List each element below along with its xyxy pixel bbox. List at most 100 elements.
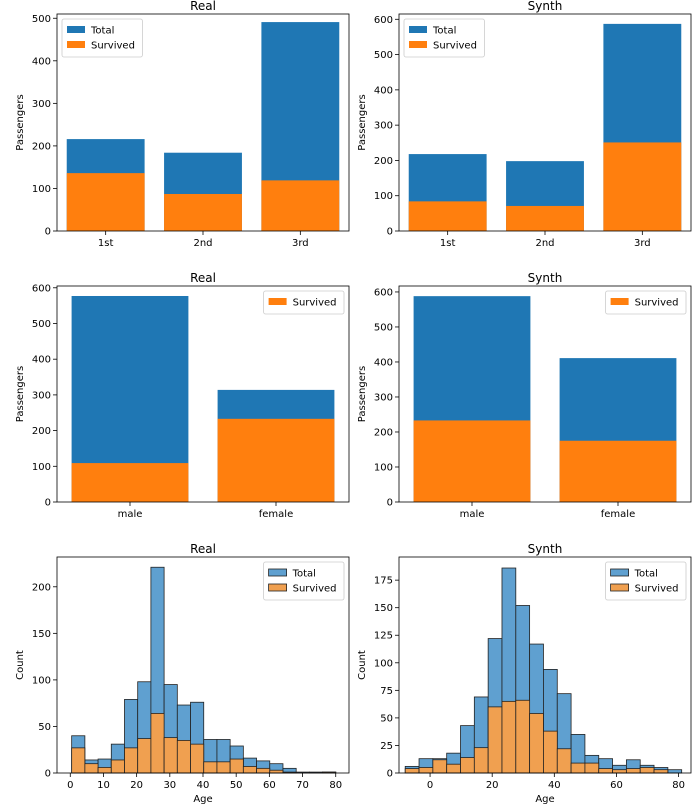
chart-title: Synth: [528, 0, 563, 13]
x-tick-label: female: [601, 509, 635, 520]
x-tick-label: 50: [230, 780, 243, 791]
hist-bin-survived: [404, 768, 420, 774]
hist-bin-survived: [110, 759, 125, 774]
y-tick-label: 150: [374, 603, 393, 614]
y-tick-label: 500: [374, 50, 393, 61]
hist-bin-total: [667, 769, 683, 774]
hist-bin-survived: [556, 748, 572, 774]
x-tick-label: 60: [263, 780, 276, 791]
y-tick-label: 300: [32, 99, 51, 110]
y-tick-label: 125: [374, 631, 393, 642]
legend-swatch-survived: [610, 298, 629, 305]
y-axis-label: Passengers: [357, 94, 368, 150]
x-tick-label: 2nd: [193, 238, 212, 249]
x-tick-label: 80: [329, 780, 342, 791]
y-tick-label: 300: [374, 392, 393, 403]
legend: Total Survived: [61, 18, 143, 58]
legend-label-survived: Survived: [293, 298, 337, 309]
legend: Survived: [605, 290, 687, 315]
hist-bin-survived: [639, 767, 655, 774]
hist-bin-survived: [515, 699, 531, 774]
x-tick-label: 3rd: [634, 238, 651, 249]
y-tick-label: 500: [32, 14, 51, 25]
y-tick-label: 175: [374, 576, 393, 587]
x-tick-label: 10: [97, 780, 110, 791]
bar-survived-3rd: [603, 142, 682, 231]
hist-bin-survived: [529, 713, 544, 774]
hist-bin-survived: [570, 762, 586, 774]
axes-frame: [398, 285, 692, 503]
y-tick-label: 200: [374, 156, 393, 167]
bar-survived-1st: [408, 201, 487, 231]
legend-swatch-survived: [268, 583, 288, 592]
bar-chart-4: 0 100 200 300 400 500 600 male female Synth Passen…: [357, 271, 692, 520]
legend-label-total: Total: [432, 26, 456, 37]
legend-label-survived: Survived: [635, 584, 679, 595]
x-tick-label: 20: [486, 780, 499, 791]
hist-bin-survived: [176, 740, 191, 774]
x-tick-label: 60: [610, 780, 623, 791]
x-tick-label: 70: [296, 780, 309, 791]
hist-bin-survived: [612, 769, 627, 774]
y-tick-label: 0: [387, 498, 393, 509]
y-tick-label: 100: [32, 675, 51, 686]
x-tick-label: 0: [427, 780, 433, 791]
y-tick-label: 0: [45, 498, 51, 509]
bar-survived-female: [559, 440, 677, 502]
y-axis-label: Passengers: [15, 94, 26, 150]
y-tick-label: 100: [32, 184, 51, 195]
hist-bin-survived: [71, 747, 86, 774]
chart-title: Real: [190, 0, 216, 13]
y-tick-label: 100: [374, 462, 393, 473]
hist-bin-survived: [124, 747, 139, 774]
axes-frame: [56, 285, 350, 503]
y-tick-label: 400: [374, 357, 393, 368]
y-tick-label: 100: [374, 191, 393, 202]
legend-swatch-survived: [67, 41, 85, 48]
hist-bin-survived: [487, 706, 503, 774]
axes-frame: [398, 556, 692, 774]
chart-title: Real: [190, 271, 216, 285]
x-tick-label: 0: [67, 780, 73, 791]
x-tick-label: male: [460, 509, 485, 520]
x-tick-label: 1st: [440, 238, 456, 249]
hist-bin-survived: [216, 761, 231, 774]
y-tick-label: 0: [45, 227, 51, 238]
y-tick-label: 50: [38, 722, 51, 733]
legend-swatch-survived: [610, 583, 629, 592]
y-tick-label: 0: [387, 227, 393, 238]
y-tick-label: 600: [32, 283, 51, 294]
y-tick-label: 100: [374, 658, 393, 669]
legend: Survived: [263, 290, 345, 315]
x-tick-label: 80: [672, 780, 685, 791]
chart-title: Synth: [528, 542, 563, 556]
x-axis-label: Age: [193, 794, 212, 805]
hist-bin-survived: [418, 767, 434, 774]
x-tick-label: 2nd: [535, 238, 554, 249]
legend-box: [263, 290, 345, 315]
hist-bin-survived: [543, 730, 558, 774]
x-tick-label: female: [259, 509, 293, 520]
histogram-6: 0 25 50 75 100 125 150 175 0 20 40 60 80 Synth Count Ag…: [357, 542, 692, 805]
y-tick-label: 500: [374, 322, 393, 333]
x-tick-label: male: [118, 509, 143, 520]
hist-bin-survived: [269, 769, 284, 774]
hist-bin-survived: [460, 757, 475, 774]
hist-bin-survived: [150, 713, 165, 774]
x-tick-label: 3rd: [292, 238, 309, 249]
y-axis-label: Count: [15, 650, 26, 680]
y-tick-label: 25: [380, 741, 393, 752]
x-tick-label: 40: [197, 780, 210, 791]
hist-bin-survived: [137, 738, 152, 774]
y-tick-label: 600: [374, 15, 393, 26]
bar-survived-female: [217, 418, 335, 502]
hist-bin-survived: [432, 759, 448, 774]
legend-swatch-total: [268, 568, 288, 577]
bar-survived-3rd: [261, 180, 340, 231]
legend: Total Survived: [605, 561, 687, 601]
y-tick-label: 200: [32, 426, 51, 437]
bar-chart-3: 0 100 200 300 400 500 600 male female Real Passeng…: [15, 271, 350, 520]
bar-survived-2nd: [506, 205, 584, 231]
hist-bin-survived: [229, 758, 244, 774]
